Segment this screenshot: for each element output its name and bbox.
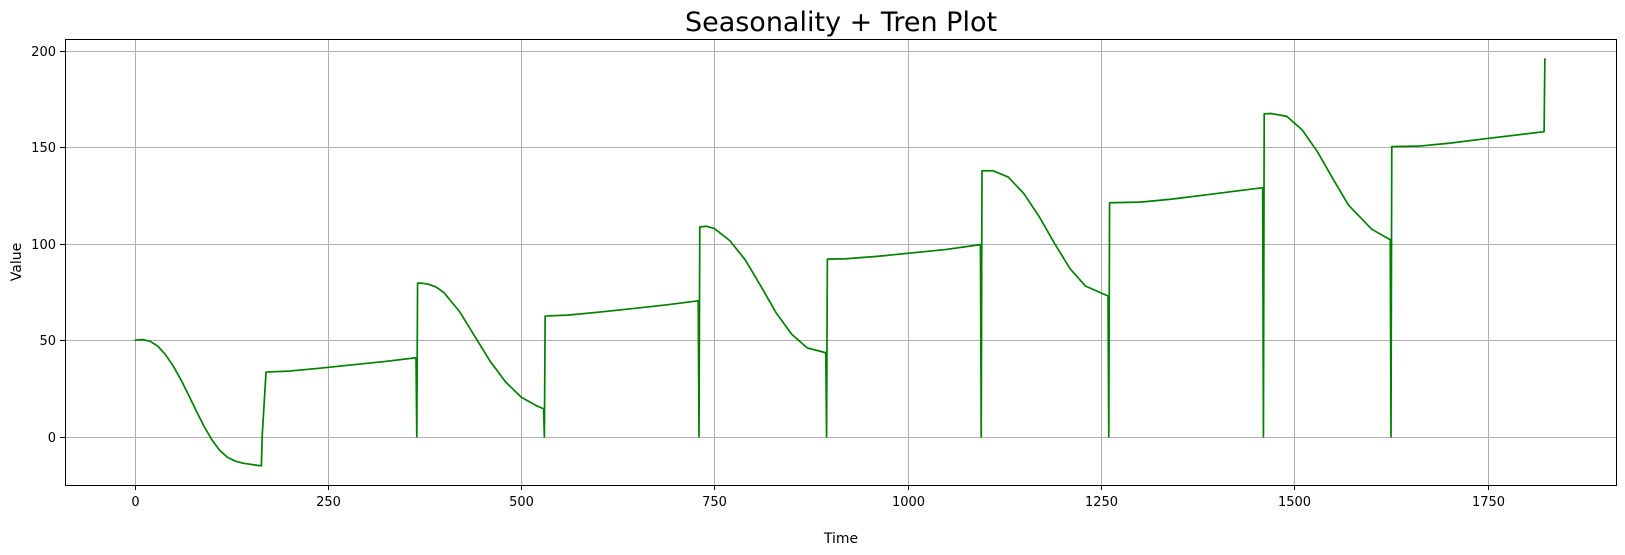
plot-area-frame <box>65 39 1617 486</box>
x-tick-label: 1500 <box>1278 495 1311 510</box>
x-tick-label: 1250 <box>1085 495 1118 510</box>
chart-title: Seasonality + Tren Plot <box>685 7 997 38</box>
y-tick-label: 50 <box>39 334 56 349</box>
x-tick-label: 1750 <box>1472 495 1505 510</box>
series-line <box>134 58 1546 467</box>
y-tick-label: 150 <box>31 141 56 156</box>
y-tick-label: 100 <box>31 238 56 253</box>
x-tick-label: 250 <box>316 495 341 510</box>
x-tick-label: 750 <box>702 495 727 510</box>
x-axis-label: Time <box>823 531 858 547</box>
grid-lines <box>65 39 1616 485</box>
x-tick-label: 500 <box>509 495 534 510</box>
y-axis-label: Value <box>9 243 25 281</box>
axis-ticks: 0 250 500 750 1000 1250 1500 1750 0 50 100 150 200 <box>31 45 1505 510</box>
x-tick-label: 1000 <box>892 495 925 510</box>
y-tick-label: 200 <box>31 45 56 60</box>
x-tick-label: 0 <box>131 495 139 510</box>
y-tick-label: 0 <box>48 431 56 446</box>
